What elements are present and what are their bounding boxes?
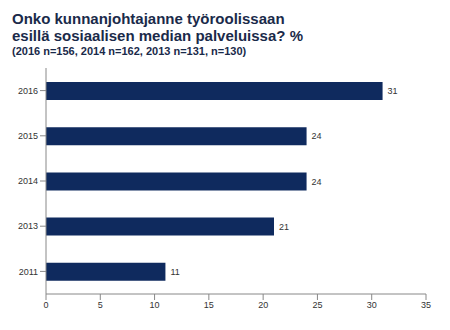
svg-text:2014: 2014: [18, 176, 38, 186]
svg-text:21: 21: [279, 222, 289, 232]
svg-text:24: 24: [312, 177, 322, 187]
svg-text:15: 15: [204, 300, 214, 310]
svg-text:2013: 2013: [18, 221, 38, 231]
html-text:(2016 n=156, 2014 n=162, 2013: (2016 n=156, 2014 n=162, 2013 n=131, n=1…: [12, 45, 247, 57]
svg-text:25: 25: [312, 300, 322, 310]
svg-text:5: 5: [98, 300, 103, 310]
svg-text:20: 20: [258, 300, 268, 310]
svg-text:11: 11: [170, 267, 179, 277]
svg-text:31: 31: [388, 86, 398, 96]
html-text:Onko kunnanjohtajanne työrooli: Onko kunnanjohtajanne työroolissaan esil…: [12, 10, 303, 44]
svg-text:10: 10: [150, 300, 160, 310]
svg-text:2015: 2015: [18, 131, 38, 141]
svg-text:35: 35: [421, 300, 431, 310]
svg-text:2016: 2016: [18, 86, 38, 96]
svg-text:0: 0: [43, 300, 48, 310]
svg-text:30: 30: [367, 300, 377, 310]
svg-text:2011: 2011: [19, 267, 38, 277]
svg-text:24: 24: [312, 131, 322, 141]
